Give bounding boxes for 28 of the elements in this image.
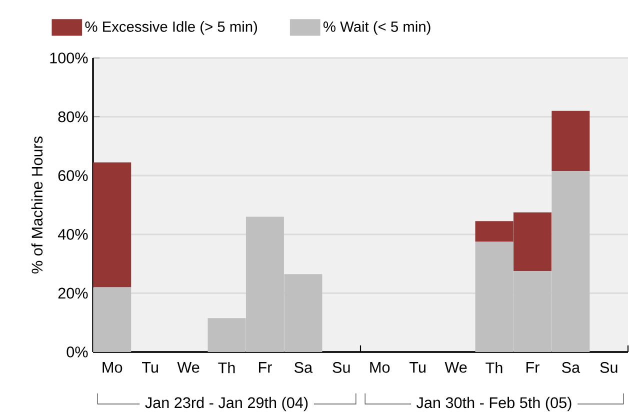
- x-tick-label: Th: [218, 362, 235, 374]
- y-tick-label: 20%: [58, 288, 88, 299]
- bar: [93, 162, 132, 288]
- x-tick-label: Tu: [142, 362, 158, 373]
- y-tick-label: 80%: [58, 111, 88, 122]
- bar: [552, 110, 590, 172]
- y-tick-label: 0%: [66, 346, 88, 358]
- text: Jan 30th - Feb 5th (05): [416, 396, 572, 412]
- bar: [93, 287, 132, 352]
- text: Jan 23rd - Jan 29th (04): [145, 396, 308, 412]
- x-tick-label: We: [177, 362, 200, 373]
- x-tick-label: Tu: [409, 362, 426, 373]
- x-tick-label: Th: [486, 362, 502, 374]
- x-tick-label: Su: [332, 362, 350, 373]
- y-tick-label: 40%: [58, 228, 88, 240]
- y-tick-label: 60%: [58, 170, 88, 182]
- x-tick-label: Fr: [258, 362, 272, 373]
- x-tick-label: Mo: [102, 362, 122, 373]
- x-tick-label: We: [444, 362, 467, 373]
- x-tick-label: Su: [600, 362, 618, 373]
- x-tick-label: Mo: [370, 362, 390, 373]
- y-axis-title: % of Machine Hours: [31, 136, 43, 274]
- x-tick-label: Fr: [526, 362, 540, 373]
- legend-label: % Wait (< 5 min): [323, 21, 430, 35]
- y-tick-label: 100%: [50, 52, 88, 64]
- legend-label: % Excessive Idle (> 5 min): [85, 21, 258, 35]
- x-tick-label: Sa: [562, 362, 580, 373]
- x-tick-label: Sa: [294, 362, 313, 373]
